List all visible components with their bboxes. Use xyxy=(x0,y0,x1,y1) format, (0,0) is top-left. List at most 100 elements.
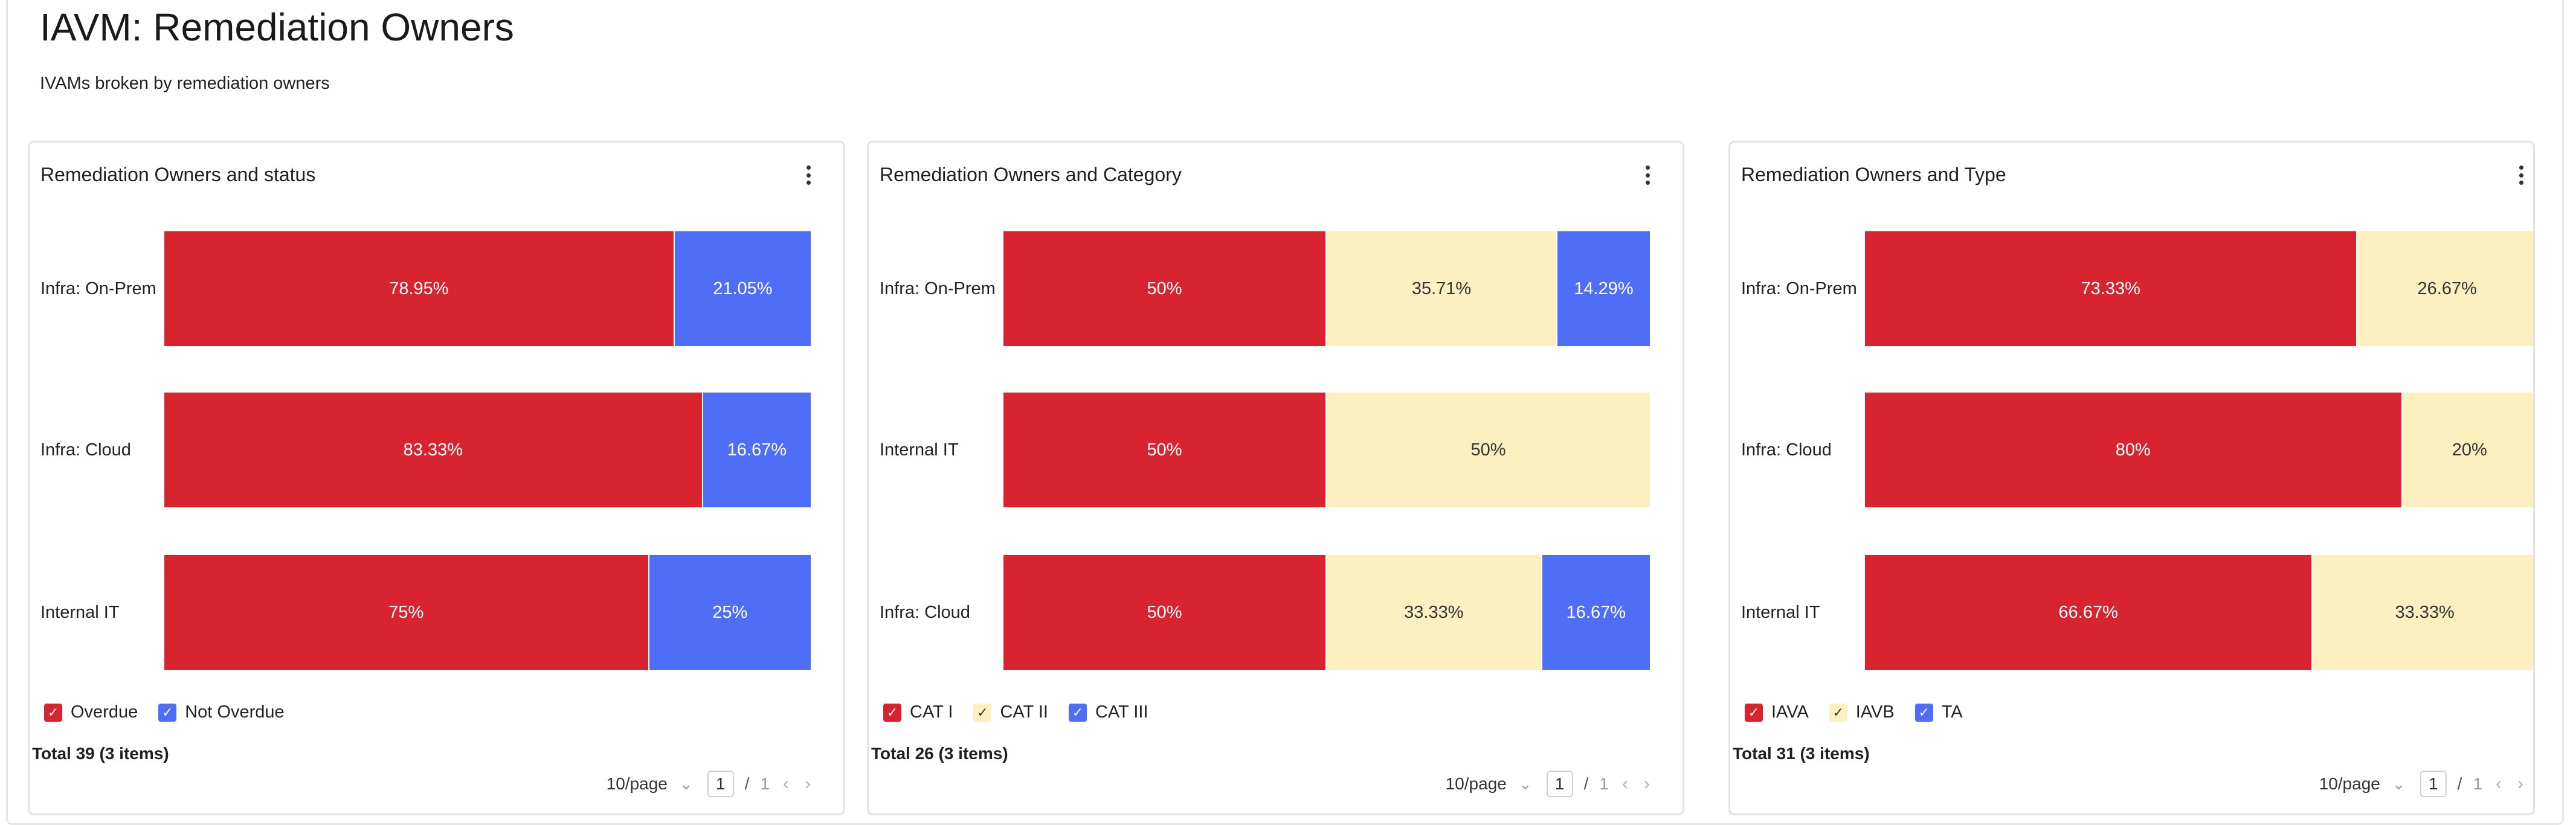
checkbox-check-icon[interactable]: ✓ xyxy=(1829,703,1847,722)
card-title: Remediation Owners and status xyxy=(40,164,316,185)
row-label: Internal IT xyxy=(1741,603,1820,622)
chevron-right-icon[interactable]: › xyxy=(805,774,811,794)
chart-row: Internal IT 66.67% 33.33% xyxy=(1730,555,2533,670)
pagination: 10/page ⌄ 1 / 1 ‹ › xyxy=(607,771,813,797)
bar-segment[interactable]: 33.33% xyxy=(1327,555,1542,670)
checkbox-check-icon[interactable]: ✓ xyxy=(158,703,177,722)
legend-item[interactable]: ✓ CAT II xyxy=(973,702,1048,722)
page-size-select[interactable]: 10/page ⌄ xyxy=(607,774,693,794)
bar-segment[interactable]: 25% xyxy=(649,555,811,670)
legend-item[interactable]: ✓ IAVB xyxy=(1829,702,1895,722)
stacked-bar: 73.33% 26.67% xyxy=(1865,231,2533,346)
bar-segment[interactable]: 66.67% xyxy=(1865,555,2313,670)
row-label: Infra: On-Prem xyxy=(1741,279,1857,298)
bar-segment[interactable]: 75% xyxy=(164,555,649,670)
legend-label: IAVB xyxy=(1855,702,1895,722)
page-size-select[interactable]: 10/page ⌄ xyxy=(1446,774,1532,794)
legend-label: Overdue xyxy=(71,702,138,722)
legend-item[interactable]: ✓ Overdue xyxy=(44,702,138,722)
legend-label: TA xyxy=(1941,702,1963,722)
chart-row: Internal IT 50% 50% xyxy=(869,393,1682,507)
row-label: Infra: On-Prem xyxy=(880,279,996,298)
legend-item[interactable]: ✓ CAT III xyxy=(1068,702,1148,722)
row-label: Infra: On-Prem xyxy=(40,279,156,298)
bar-segment[interactable]: 16.67% xyxy=(703,393,811,507)
total-count: Total 31 (3 items) xyxy=(1733,744,1870,763)
card-title: Remediation Owners and Category xyxy=(880,164,1182,185)
page-total: 1 xyxy=(1599,774,1609,793)
chevron-left-icon[interactable]: ‹ xyxy=(783,774,789,794)
chart-row: Infra: On-Prem 50% 35.71% 14.29% xyxy=(869,231,1682,346)
checkbox-check-icon[interactable]: ✓ xyxy=(883,703,901,722)
page-number-input[interactable]: 1 xyxy=(707,771,734,797)
stacked-bar: 78.95% 21.05% xyxy=(164,231,811,346)
bar-segment[interactable]: 80% xyxy=(1865,393,2403,507)
kebab-dot xyxy=(2519,165,2523,170)
bar-segment[interactable]: 26.67% xyxy=(2357,231,2533,346)
page-size-select[interactable]: 10/page ⌄ xyxy=(2319,774,2406,794)
bar-segment[interactable]: 50% xyxy=(1003,393,1327,507)
kebab-menu-icon[interactable] xyxy=(802,163,814,187)
page-subtitle: IVAMs broken by remediation owners xyxy=(40,74,330,93)
stacked-bar: 50% 35.71% 14.29% xyxy=(1003,231,1650,346)
kebab-dot xyxy=(1645,173,1650,178)
kebab-menu-icon[interactable] xyxy=(2515,163,2527,187)
page-total: 1 xyxy=(760,774,770,793)
row-label: Infra: Cloud xyxy=(880,603,970,622)
bar-segment[interactable]: 14.29% xyxy=(1557,231,1650,346)
legend: ✓ IAVA ✓ IAVB ✓ TA xyxy=(1745,702,1963,722)
legend-item[interactable]: ✓ TA xyxy=(1914,702,1963,722)
chart-row: Infra: Cloud 83.33% 16.67% xyxy=(30,393,843,507)
bar-segment[interactable]: 35.71% xyxy=(1327,231,1558,346)
checkbox-check-icon[interactable]: ✓ xyxy=(44,703,62,722)
checkbox-check-icon[interactable]: ✓ xyxy=(1068,703,1087,722)
bar-segment[interactable]: 78.95% xyxy=(164,231,675,346)
legend-label: CAT III xyxy=(1095,702,1148,722)
legend-item[interactable]: ✓ CAT I xyxy=(883,702,953,722)
chart-row: Infra: Cloud 50% 33.33% 16.67% xyxy=(869,555,1682,670)
page-separator: / xyxy=(1583,774,1589,793)
bar-segment[interactable]: 83.33% xyxy=(164,393,703,507)
legend-item[interactable]: ✓ IAVA xyxy=(1745,702,1809,722)
stacked-bar: 50% 50% xyxy=(1003,393,1650,507)
stacked-bar: 83.33% 16.67% xyxy=(164,393,811,507)
bar-segment[interactable]: 16.67% xyxy=(1542,555,1650,670)
chevron-left-icon[interactable]: ‹ xyxy=(1622,774,1628,794)
bar-segment[interactable]: 50% xyxy=(1003,231,1327,346)
chart-row: Infra: Cloud 80% 20% xyxy=(1730,393,2533,507)
stacked-bar: 66.67% 33.33% xyxy=(1865,555,2533,670)
page-title: IAVM: Remediation Owners xyxy=(40,5,514,49)
bar-segment[interactable]: 20% xyxy=(2402,393,2533,507)
row-label: Internal IT xyxy=(40,603,120,622)
row-label: Infra: Cloud xyxy=(1741,440,1832,460)
bar-segment[interactable]: 50% xyxy=(1327,393,1650,507)
chart-card-2: Remediation Owners and Type Infra: On-Pre… xyxy=(1728,141,2535,815)
kebab-menu-icon[interactable] xyxy=(1641,163,1653,187)
checkbox-check-icon[interactable]: ✓ xyxy=(973,703,992,722)
bar-segment[interactable]: 33.33% xyxy=(2313,555,2533,670)
chevron-right-icon[interactable]: › xyxy=(1644,774,1650,794)
chevron-right-icon[interactable]: › xyxy=(2517,774,2523,794)
checkbox-check-icon[interactable]: ✓ xyxy=(1914,703,1933,722)
page-total: 1 xyxy=(2473,774,2482,793)
legend-label: Not Overdue xyxy=(185,702,285,722)
legend-item[interactable]: ✓ Not Overdue xyxy=(158,702,285,722)
bar-segment[interactable]: 50% xyxy=(1003,555,1327,670)
page-number-input[interactable]: 1 xyxy=(1546,771,1573,797)
checkbox-check-icon[interactable]: ✓ xyxy=(1745,703,1763,722)
page-separator: / xyxy=(744,774,750,793)
card-title: Remediation Owners and Type xyxy=(1741,164,2006,185)
legend: ✓ CAT I ✓ CAT II ✓ CAT III xyxy=(883,702,1148,722)
pagination: 10/page ⌄ 1 / 1 ‹ › xyxy=(2319,771,2526,797)
chart-row: Internal IT 75% 25% xyxy=(30,555,843,670)
chart-row: Infra: On-Prem 73.33% 26.67% xyxy=(1730,231,2533,346)
page-number-input[interactable]: 1 xyxy=(2420,771,2447,797)
bar-segment[interactable]: 73.33% xyxy=(1865,231,2358,346)
chevron-left-icon[interactable]: ‹ xyxy=(2496,774,2502,794)
page-size-label: 10/page xyxy=(606,774,668,793)
kebab-dot xyxy=(806,181,811,185)
bar-segment[interactable]: 21.05% xyxy=(674,231,811,346)
kebab-dot xyxy=(806,173,811,178)
row-label: Internal IT xyxy=(880,440,959,460)
chart-row: Infra: On-Prem 78.95% 21.05% xyxy=(30,231,843,346)
